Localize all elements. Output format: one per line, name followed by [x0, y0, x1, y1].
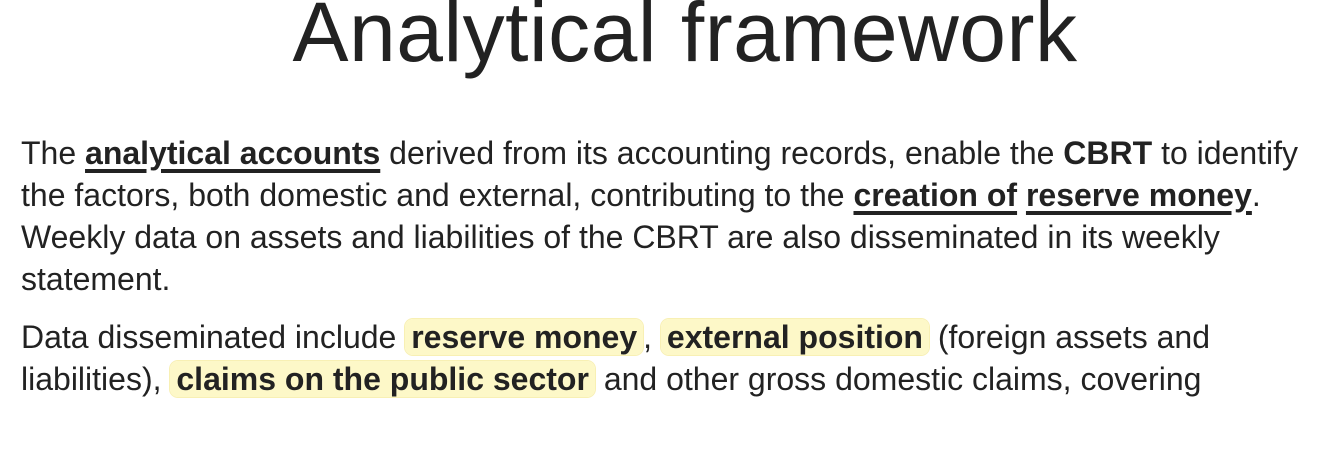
- paragraph-data-disseminated: Data disseminated include reserve money,…: [21, 316, 1311, 400]
- text-segment: (foreign assets and liabilities),: [21, 319, 1211, 397]
- highlight-reserve-money[interactable]: reserve money: [405, 319, 644, 355]
- text-segment: ,: [643, 319, 661, 355]
- link-analytical-accounts[interactable]: analytical accounts: [85, 135, 381, 171]
- cbrt-term: CBRT: [1063, 135, 1153, 171]
- link-reserve-money[interactable]: reserve money: [1025, 177, 1252, 213]
- text-segment: . Weekly data on assets and liabilities …: [21, 177, 1261, 297]
- text-segment: [1017, 177, 1026, 213]
- text-segment: derived from its accounting records, ena…: [380, 135, 1064, 171]
- highlight-claims-public-sector[interactable]: claims on the public sector: [170, 361, 595, 397]
- text-segment: The: [21, 135, 86, 171]
- text-segment: and other gross domestic claims, coverin…: [594, 361, 1202, 397]
- paragraph-analytical-accounts: The analytical accounts derived from its…: [21, 132, 1311, 300]
- text-segment: Data disseminated include: [21, 319, 406, 355]
- text-segment: to identify the factors, both domestic a…: [21, 135, 1299, 213]
- highlight-external-position[interactable]: external position: [660, 319, 929, 355]
- body-text: The analytical accounts derived from its…: [21, 132, 1311, 400]
- link-creation-of[interactable]: creation of: [853, 177, 1018, 213]
- page-title: Analytical framework: [292, 0, 1078, 79]
